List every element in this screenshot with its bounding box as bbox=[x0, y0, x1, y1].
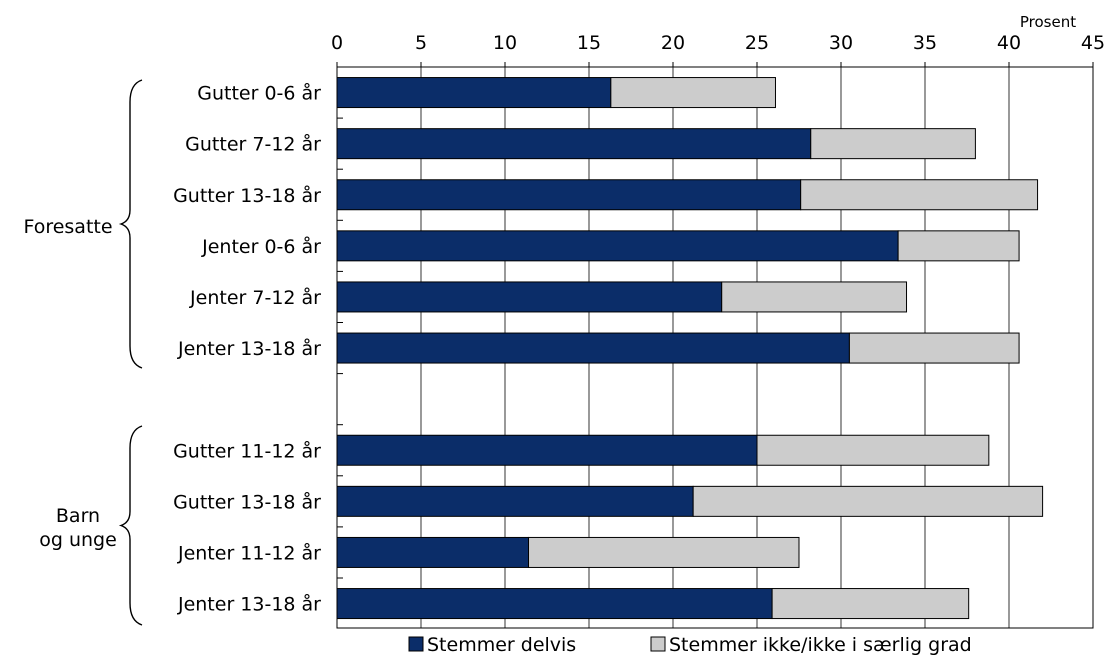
group-label-foresatte: Foresatte bbox=[23, 216, 112, 238]
group-brace bbox=[118, 79, 143, 369]
category-label: Gutter 13-18 år bbox=[173, 184, 321, 207]
x-axis-unit-label: Prosent bbox=[1020, 13, 1076, 31]
legend-swatch bbox=[408, 636, 424, 652]
x-tick-label: 30 bbox=[829, 32, 853, 54]
x-tick-label: 10 bbox=[493, 32, 517, 54]
bar-segment bbox=[336, 128, 812, 160]
bar-segment bbox=[336, 434, 758, 466]
bar-segment bbox=[528, 536, 800, 568]
bar-segment bbox=[800, 179, 1039, 211]
bar-segment bbox=[756, 434, 990, 466]
bar-segment bbox=[336, 77, 612, 109]
bar-segment bbox=[336, 281, 723, 313]
bar-segment bbox=[721, 281, 908, 313]
x-tick-label: 5 bbox=[415, 32, 427, 54]
legend-swatch bbox=[650, 636, 666, 652]
group-brace bbox=[118, 425, 143, 626]
bar-segment bbox=[336, 179, 802, 211]
x-tick-label: 0 bbox=[331, 32, 343, 54]
category-label: Jenter 11-12 år bbox=[177, 541, 321, 564]
x-tick-label: 20 bbox=[661, 32, 685, 54]
category-label: Jenter 7-12 år bbox=[189, 286, 321, 309]
legend-label: Stemmer delvis bbox=[427, 634, 576, 656]
category-label: Jenter 13-18 år bbox=[177, 593, 321, 616]
bar-segment bbox=[692, 485, 1044, 517]
x-tick-label: 45 bbox=[1081, 32, 1105, 54]
x-tick-label: 25 bbox=[745, 32, 769, 54]
bar-segment bbox=[771, 588, 970, 620]
x-tick-label: 35 bbox=[913, 32, 937, 54]
bar-segment bbox=[810, 128, 976, 160]
group-label-barn-og-unge: Barn og unge bbox=[39, 505, 117, 551]
x-tick-label: 15 bbox=[577, 32, 601, 54]
bar-segment bbox=[336, 332, 850, 364]
bar-segment bbox=[848, 332, 1020, 364]
bar-segment bbox=[610, 77, 776, 109]
bar-segment bbox=[336, 536, 530, 568]
category-label: Jenter 13-18 år bbox=[177, 337, 321, 360]
x-tick-label: 40 bbox=[997, 32, 1021, 54]
bar-segment bbox=[897, 230, 1020, 262]
category-label: Gutter 0-6 år bbox=[197, 82, 321, 105]
category-label: Gutter 11-12 år bbox=[173, 439, 321, 462]
category-label: Jenter 0-6 år bbox=[201, 235, 321, 258]
category-label: Gutter 13-18 år bbox=[173, 490, 321, 513]
legend-label: Stemmer ikke/ikke i særlig grad bbox=[669, 634, 972, 656]
bar-segment bbox=[336, 230, 899, 262]
bar-segment bbox=[336, 485, 694, 517]
bar-segment bbox=[336, 588, 773, 620]
category-label: Gutter 7-12 år bbox=[185, 133, 321, 156]
